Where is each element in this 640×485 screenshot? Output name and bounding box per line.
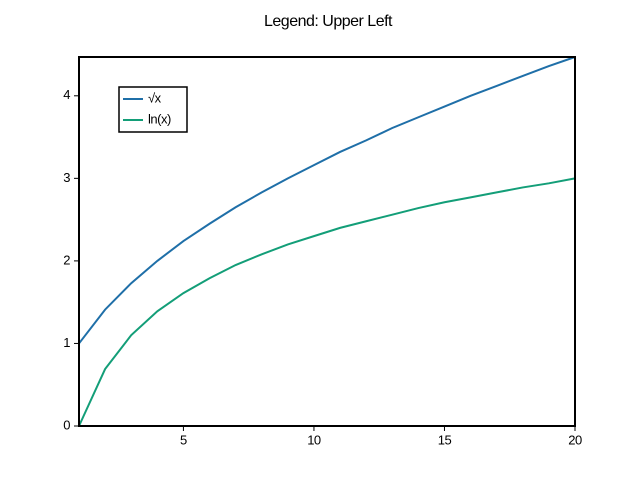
line-series <box>78 56 576 345</box>
y-tick-label: 4 <box>63 87 70 102</box>
plot-frame <box>78 56 576 427</box>
y-tick-label: 1 <box>63 335 70 350</box>
y-tick-label: 2 <box>63 252 70 267</box>
y-tick-label: 0 <box>63 417 70 432</box>
x-tick-label: 5 <box>180 432 187 447</box>
x-tick-label: 10 <box>307 432 321 447</box>
chart-title: Legend: Upper Left <box>264 13 393 30</box>
x-tick-label: 20 <box>568 432 582 447</box>
legend-box <box>118 86 188 133</box>
legend-label: ln(x) <box>148 111 171 126</box>
x-tick-label: 15 <box>438 432 452 447</box>
line-series <box>78 177 576 427</box>
y-tick-label: 3 <box>63 170 70 185</box>
legend-label: √x <box>148 90 162 105</box>
